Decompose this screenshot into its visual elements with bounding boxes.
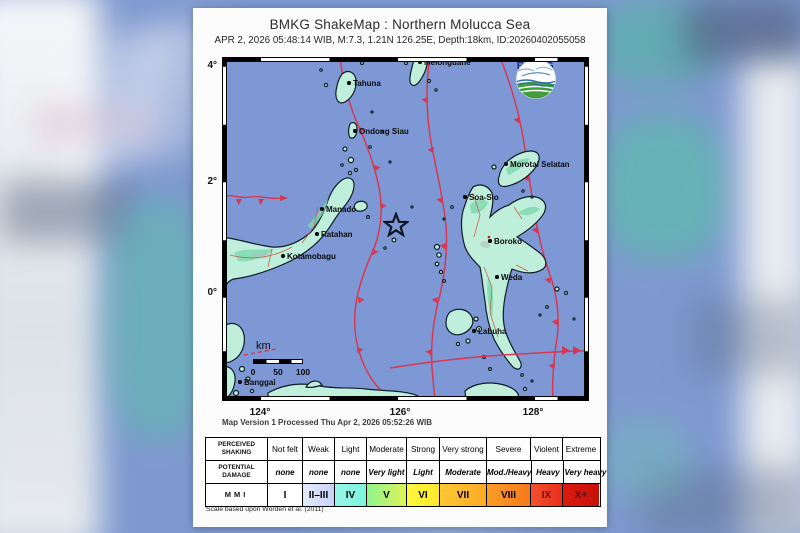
- city-label: Manado: [326, 205, 357, 214]
- scale-bar-bar: [253, 359, 303, 364]
- legend-cell-damage: Very light: [367, 461, 407, 483]
- scale-bar-tick-label: 0: [250, 367, 256, 377]
- road-junction-mark: [487, 235, 491, 239]
- city-marker: [315, 232, 319, 236]
- legend-cell-shaking: Extreme: [565, 444, 597, 454]
- map-frame-edge-bottom: [222, 396, 589, 401]
- scale-bar-unit: km: [256, 340, 271, 352]
- scale-bar-tick-label: 100: [295, 367, 311, 377]
- city-marker: [347, 81, 351, 85]
- city-label: Boroko: [494, 237, 522, 246]
- legend-cell-mmi: V: [367, 484, 407, 506]
- legend-cell-damage: none: [303, 461, 335, 483]
- city-marker: [495, 275, 499, 279]
- legend-cell-damage: none: [268, 461, 303, 483]
- legend-cell-mmi: II–III: [303, 484, 335, 506]
- city-label: Kotamobagu: [287, 252, 336, 261]
- legend-cell-damage: Light: [407, 461, 440, 483]
- fault-lines: [339, 57, 559, 401]
- city-label: Ratahan: [321, 230, 353, 239]
- roads: [229, 192, 529, 338]
- lon-tick-label: 128°: [522, 407, 544, 418]
- city-marker: [472, 329, 476, 333]
- city-label: Soa-Sio: [469, 193, 499, 202]
- legend-cell-mmi: I: [268, 484, 303, 506]
- legend-cell-shaking: Not felt: [268, 438, 303, 460]
- city-marker: [488, 239, 492, 243]
- legend-cell-mmi: VII: [440, 484, 487, 506]
- city-label: Tahuna: [353, 79, 381, 88]
- legend-cell-damage: Mod./Heavy: [487, 461, 533, 483]
- city-label: Melonguane: [424, 58, 471, 67]
- map-frame-edge-left: [222, 57, 227, 401]
- row-mmi: MMI I II–III IV V VI VII VIII IX X+: [206, 483, 600, 506]
- row-header-potential-damage: POTENTIAL DAMAGE: [206, 461, 268, 483]
- intensity-legend-table: PERCEIVED SHAKING Not felt Weak Light Moder…: [205, 437, 606, 507]
- map-version-text: Map Version 1 Processed Thu Apr 2, 2026 …: [222, 418, 433, 427]
- city-marker: [281, 254, 285, 258]
- legend-footnote: Scale based upon Worden et al. (2011): [206, 506, 324, 513]
- map-graphic: [222, 57, 589, 401]
- legend-cell-shaking: Violent: [531, 438, 563, 460]
- lat-tick-label: 0°: [207, 287, 217, 298]
- terrain-ridges: [250, 240, 490, 259]
- map: Melonguane Tahuna Ondong Siau Morotai Selat…: [207, 57, 589, 418]
- row-header-mmi: MMI: [206, 484, 268, 506]
- legend-cell-shaking: Very strong: [440, 438, 487, 460]
- lon-tick-label: 126°: [389, 407, 411, 418]
- city-marker: [353, 129, 357, 133]
- city-marker: [238, 380, 242, 384]
- map-frame-edge-right: [584, 57, 589, 401]
- row-perceived-shaking: PERCEIVED SHAKING Not felt Weak Light Moder…: [206, 438, 600, 460]
- islands: [222, 57, 576, 401]
- legend-cell-mmi: VI: [407, 484, 440, 506]
- legend-cell-damage: Moderate: [440, 461, 487, 483]
- lon-tick-label: 124°: [249, 407, 271, 418]
- lat-tick-label: 4°: [207, 60, 217, 71]
- fault-teeth: [357, 97, 558, 370]
- legend-cell-mmi: IV: [335, 484, 367, 506]
- city-label: Morotai Selatan: [510, 160, 570, 169]
- legend-cell-shaking: Strong: [407, 438, 440, 460]
- legend-cell-mmi: X+: [563, 484, 599, 506]
- legend-cell-shaking: Severe: [487, 438, 531, 460]
- legend-cell-damage: none: [335, 461, 367, 483]
- map-frame-edge-top: [222, 57, 589, 62]
- row-header-perceived-shaking: PERCEIVED SHAKING: [206, 438, 268, 460]
- bmkg-logo: BMKG: [514, 59, 558, 99]
- row-potential-damage: POTENTIAL DAMAGE none none none Very light L…: [206, 460, 606, 483]
- city-marker: [504, 162, 508, 166]
- map-canvas: Melonguane Tahuna Ondong Siau Morotai Selat…: [222, 57, 589, 401]
- lat-tick-label: 2°: [207, 176, 217, 187]
- city-label: Ondong Siau: [359, 127, 409, 136]
- legend-cell-mmi: IX: [531, 484, 563, 506]
- legend-cell-shaking: Light: [335, 438, 367, 460]
- scale-bar-tick-label: 50: [273, 367, 283, 377]
- bmkg-logo-icon: [516, 59, 556, 99]
- legend-cell-shaking: Moderate: [367, 438, 407, 460]
- legend-cell-mmi: VIII: [487, 484, 531, 506]
- shakemap-panel: BMKG ShakeMap : Northern Molucca Sea APR…: [193, 8, 607, 527]
- legend-cell-damage: Very heavy: [564, 467, 607, 477]
- city-marker: [463, 195, 467, 199]
- epicenter-star: [383, 212, 409, 237]
- transform-faults: [222, 194, 589, 369]
- legend-cell-shaking: Weak: [303, 438, 335, 460]
- fault-arrows: [236, 195, 581, 355]
- page-title: BMKG ShakeMap : Northern Molucca Sea: [269, 17, 531, 32]
- city-label: Weda: [501, 273, 523, 282]
- event-summary: APR 2, 2026 05:48:14 WIB, M:7.3, 1.21N 1…: [214, 35, 586, 46]
- city-label: Banggai: [244, 378, 276, 387]
- legend-cell-damage: Heavy: [532, 461, 565, 483]
- city-marker: [320, 207, 324, 211]
- city-label: Labuha: [478, 327, 507, 336]
